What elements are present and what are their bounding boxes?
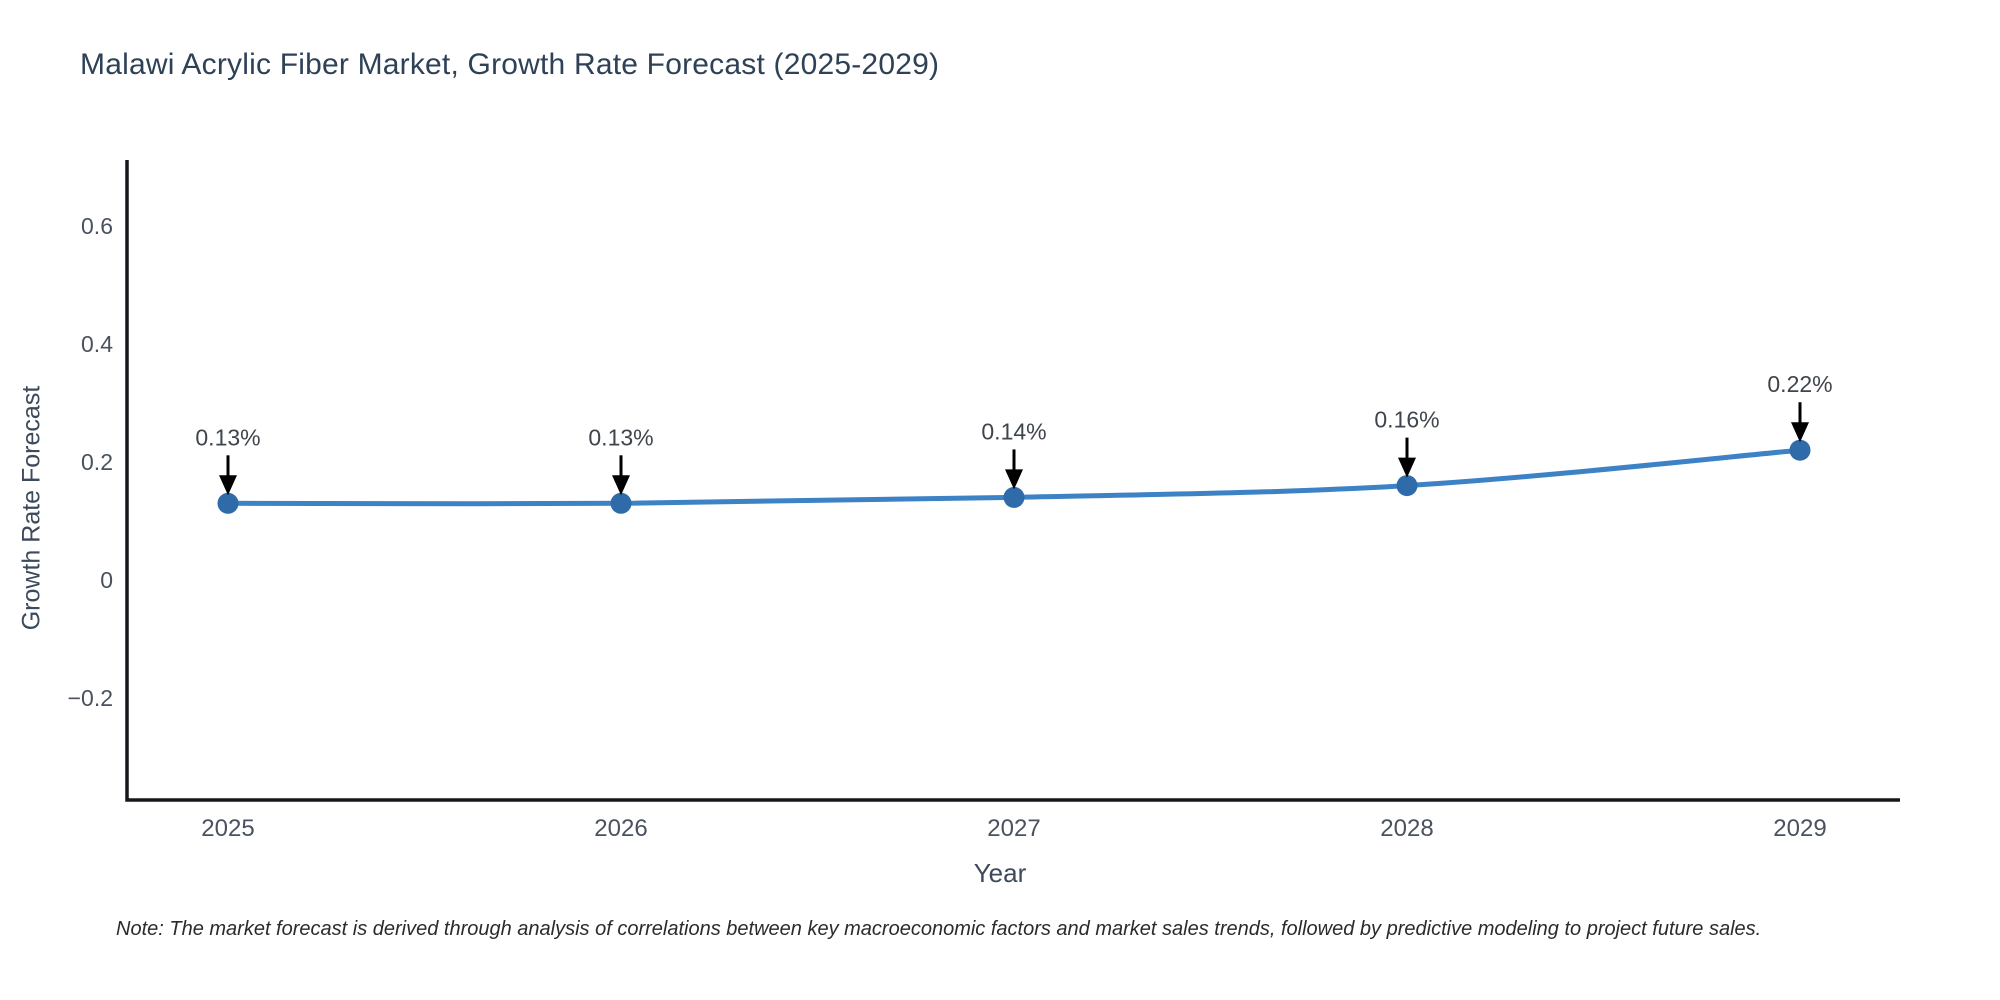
y-tick-label: 0.4 [81,331,113,357]
point-value-label: 0.13% [195,424,260,450]
x-tick-label: 2025 [201,815,254,842]
data-point [1003,486,1025,508]
x-tick-label: 2026 [594,815,647,842]
chart-title: Malawi Acrylic Fiber Market, Growth Rate… [80,48,940,81]
axis-lines [125,160,1900,802]
y-tick-label: 0 [100,567,113,593]
x-axis-title: Year [973,858,1027,888]
y-tick-label: −0.2 [68,685,113,711]
x-tick-label: 2029 [1773,815,1826,842]
data-point [610,492,632,514]
data-point [217,492,239,514]
point-value-label: 0.14% [981,418,1046,444]
y-tick-label: 0.6 [81,213,113,239]
x-tick-label: 2028 [1380,815,1433,842]
annotation-arrow-head [1791,422,1809,443]
point-value-label: 0.16% [1374,407,1439,433]
point-value-label: 0.13% [588,424,653,450]
point-value-label: 0.22% [1767,371,1832,397]
y-tick-label: 0.2 [81,449,113,475]
y-axis-title: Growth Rate Forecast [17,385,46,631]
annotation-arrow-head [1398,457,1416,478]
annotation-arrow-head [1005,469,1023,490]
x-tick-label: 2027 [987,815,1040,842]
footnote: Note: The market forecast is derived thr… [116,918,1762,940]
annotation-arrow-head [612,475,630,496]
data-point [1396,475,1418,497]
annotation-arrow-head [219,475,237,496]
data-point [1789,439,1811,461]
